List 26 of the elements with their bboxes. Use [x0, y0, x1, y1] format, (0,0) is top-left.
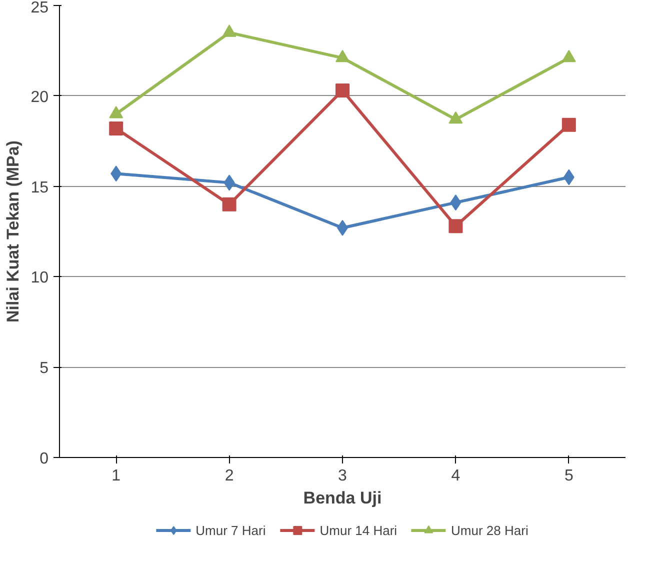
x-tick-label: 3: [338, 468, 348, 484]
point: [562, 118, 576, 132]
point: [448, 111, 463, 124]
point: [562, 50, 576, 62]
point: [448, 219, 463, 234]
y-tick-label: 0: [40, 450, 49, 468]
x-tick-label: 4: [451, 468, 460, 484]
x-axis-title: Benda Uji: [303, 488, 382, 508]
point: [109, 121, 124, 136]
x-tick-label: 1: [112, 468, 121, 484]
legend-label: Umur 28 Hari: [451, 522, 528, 538]
point: [222, 24, 236, 37]
y-tick-label: 5: [40, 360, 49, 378]
point: [336, 83, 350, 98]
legend-label: Umur 7 Hari: [196, 522, 266, 538]
x-tick-label: 5: [564, 468, 574, 484]
y-tick-label: 10: [30, 270, 49, 287]
point: [222, 197, 236, 212]
y-axis-title: Nilai Kuat Tekan (MPa): [4, 140, 23, 322]
y-tick-label: 25: [30, 0, 49, 16]
legend-label: Umur 14 Hari: [320, 522, 398, 538]
y-tick-label: 20: [30, 88, 49, 106]
x-tick-label: 2: [224, 468, 234, 484]
y-tick-label: 15: [30, 179, 49, 196]
point: [109, 106, 124, 118]
point: [336, 50, 350, 62]
